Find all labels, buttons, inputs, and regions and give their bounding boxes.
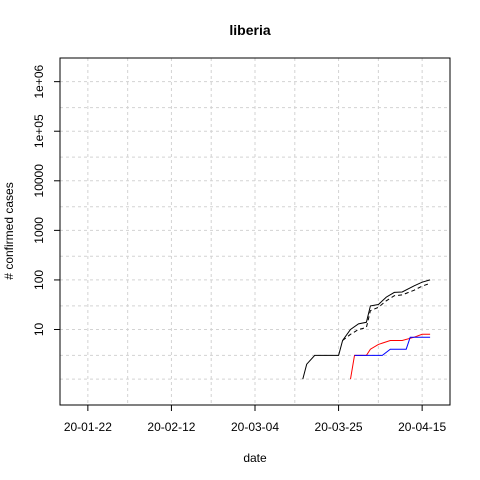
y-axis-label: # confirmed cases — [2, 182, 16, 279]
x-axis: 20-01-22 20-02-12 20-03-04 20-03-25 20-04-15 — [64, 404, 446, 434]
y-axis: 10 100 1000 10000 1e+05 1e+06 — [32, 64, 61, 337]
y-tick-label: 1000 — [32, 217, 46, 244]
grid — [60, 58, 450, 405]
chart-title: liberia — [229, 22, 270, 38]
y-tick-label: 1e+05 — [32, 114, 46, 148]
x-tick-label: 20-02-12 — [147, 420, 195, 434]
x-tick-label: 20-04-15 — [398, 420, 446, 434]
series-line-4 — [354, 336, 431, 356]
y-tick-label: 10 — [32, 323, 46, 337]
x-tick-label: 20-01-22 — [64, 420, 112, 434]
y-tick-label: 1e+06 — [32, 64, 46, 98]
y-tick-label: 100 — [32, 270, 46, 290]
x-tick-label: 20-03-04 — [231, 420, 279, 434]
series-lines — [302, 279, 431, 380]
series-line-3 — [350, 333, 431, 380]
x-axis-label: date — [243, 451, 267, 465]
series-line-2 — [342, 282, 431, 341]
y-tick-label: 10000 — [32, 164, 46, 198]
series-line-1 — [302, 279, 431, 380]
x-tick-label: 20-03-25 — [315, 420, 363, 434]
